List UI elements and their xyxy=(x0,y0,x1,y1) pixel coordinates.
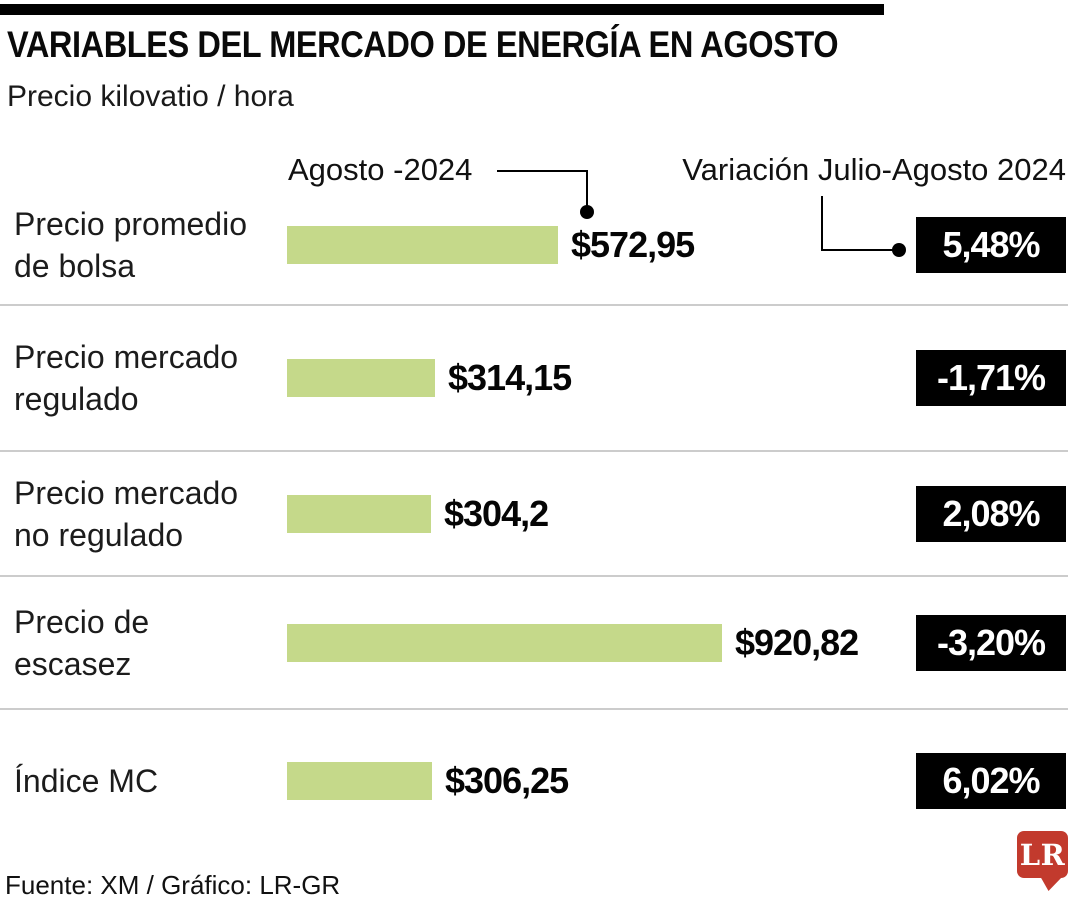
chart-row-precio-promedio-de-bolsa: Precio promedio de bolsa $572,95 5,48% xyxy=(0,185,1080,304)
variation-badge: -1,71% xyxy=(916,350,1066,406)
callout-dot-agosto xyxy=(580,205,594,219)
lr-logo-tail xyxy=(1040,876,1063,891)
row-label: Precio mercado no regulado xyxy=(14,474,239,553)
chart-row-precio-mercado-regulado: Precio mercado regulado $314,15 -1,71% xyxy=(0,306,1080,450)
source-credit: Fuente: XM / Gráfico: LR-GR xyxy=(5,870,341,900)
row-label: Precio de escasez xyxy=(14,603,150,682)
variation-badge: -3,20% xyxy=(916,614,1066,671)
row-label: Precio mercado regulado xyxy=(14,339,239,417)
top-accent-bar xyxy=(0,4,884,15)
callout-dot-variacion xyxy=(892,243,906,257)
callout-line-variacion-horizontal xyxy=(821,249,897,251)
value-bar xyxy=(287,623,722,662)
column-header-variacion: Variación Julio-Agosto 2024 xyxy=(682,152,1066,187)
bar-group: $314,15 xyxy=(287,357,572,399)
callout-line-agosto-vertical xyxy=(586,170,588,208)
value-label: $920,82 xyxy=(735,621,859,663)
callout-line-variacion-vertical xyxy=(821,196,823,251)
bar-group: $304,2 xyxy=(287,492,549,535)
value-label: $314,15 xyxy=(448,357,572,398)
callout-line-agosto-horizontal xyxy=(497,170,588,172)
bar-group: $306,25 xyxy=(287,760,569,802)
value-label: $306,25 xyxy=(445,760,569,801)
row-divider xyxy=(0,450,1068,452)
chart-row-precio-mercado-no-regulado: Precio mercado no regulado $304,2 2,08% xyxy=(0,452,1080,575)
row-divider xyxy=(0,575,1068,577)
value-label: $572,95 xyxy=(571,223,695,265)
chart-title: VARIABLES DEL MERCADO DE ENERGÍA EN AGOS… xyxy=(7,24,839,65)
row-label: Índice MC xyxy=(14,763,159,799)
value-label: $304,2 xyxy=(444,492,549,534)
value-bar xyxy=(287,494,431,533)
lr-logo: LR xyxy=(1017,831,1068,878)
row-divider xyxy=(0,304,1068,306)
row-divider xyxy=(0,708,1068,710)
variation-badge: 2,08% xyxy=(916,485,1066,542)
value-bar xyxy=(287,225,558,264)
bar-group: $572,95 xyxy=(287,223,695,266)
chart-row-precio-de-escasez: Precio de escasez $920,82 -3,20% xyxy=(0,577,1080,708)
row-label: Precio promedio de bolsa xyxy=(14,205,247,284)
value-bar xyxy=(287,762,432,800)
value-bar xyxy=(287,359,435,397)
variation-badge: 5,48% xyxy=(916,216,1066,273)
bar-group: $920,82 xyxy=(287,621,859,664)
variation-badge: 6,02% xyxy=(916,753,1066,809)
chart-subtitle: Precio kilovatio / hora xyxy=(7,80,294,113)
column-header-agosto: Agosto -2024 xyxy=(288,152,473,187)
chart-row-indice-mc: Índice MC $306,25 6,02% xyxy=(0,710,1080,852)
